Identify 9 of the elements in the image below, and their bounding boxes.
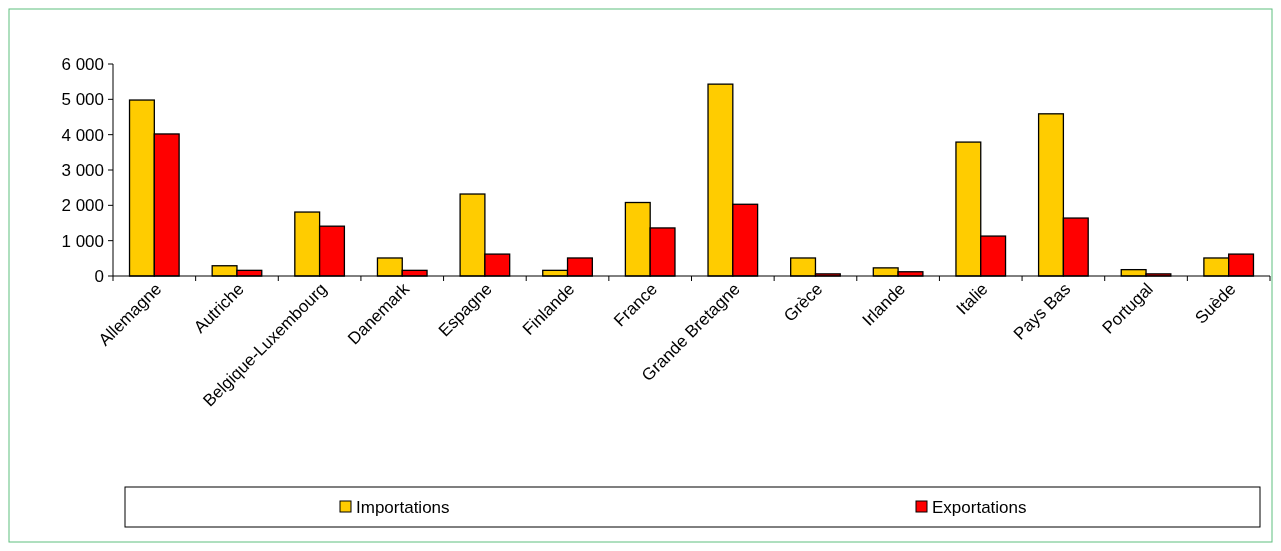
y-tick-label: 1 000 xyxy=(61,231,104,251)
legend-label: Exportations xyxy=(932,497,1027,517)
y-tick-label: 6 000 xyxy=(61,54,104,74)
legend-label: Importations xyxy=(356,497,450,517)
y-tick-label: 3 000 xyxy=(61,160,104,180)
y-tick-label: 0 xyxy=(94,266,104,286)
y-tick-label: 2 000 xyxy=(61,196,104,216)
y-tick-label: 4 000 xyxy=(61,125,104,145)
y-tick-label: 5 000 xyxy=(61,90,104,110)
